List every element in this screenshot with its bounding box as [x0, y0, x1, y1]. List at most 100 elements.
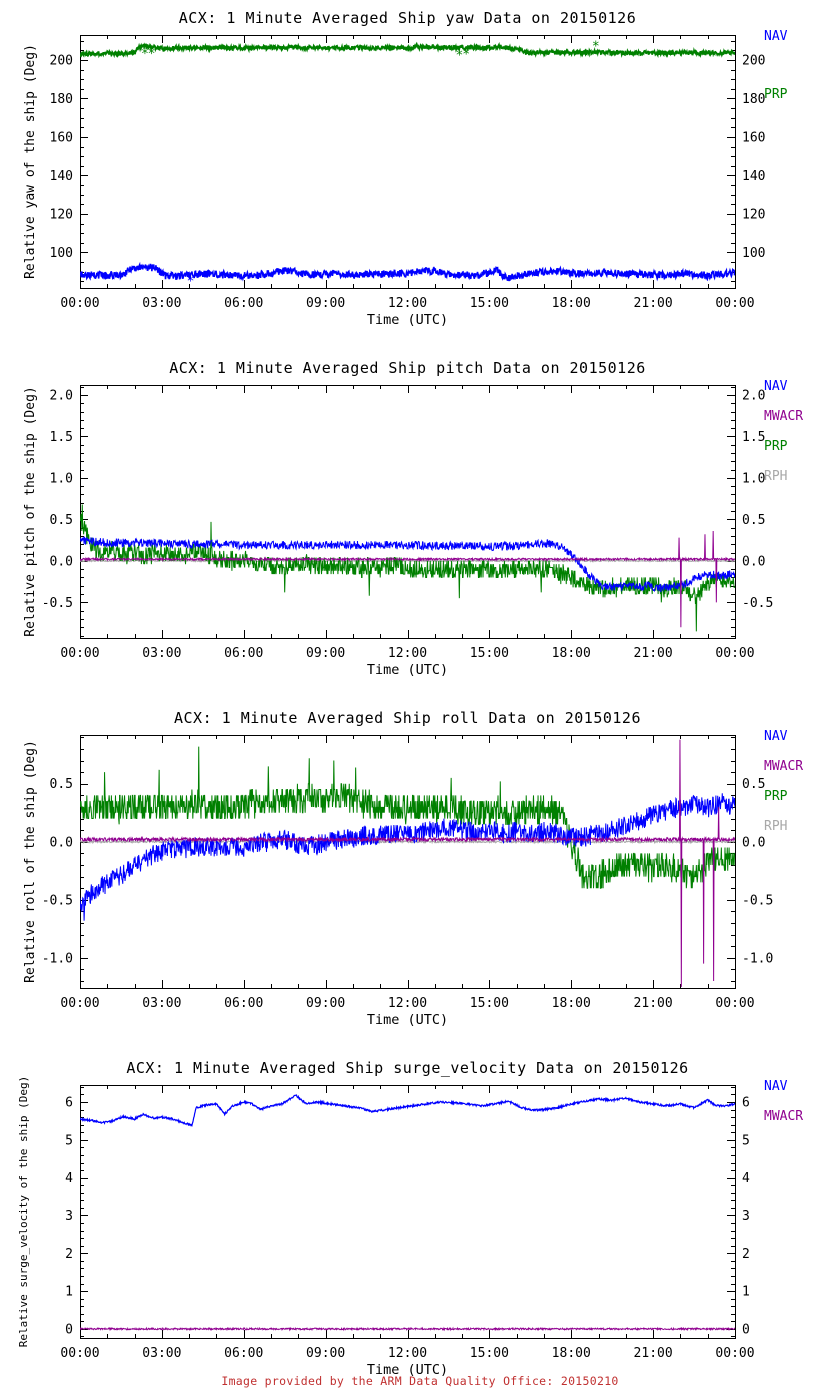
legend-mwacr: MWACR	[764, 759, 803, 774]
y-tick-label-left: 0.0	[50, 554, 73, 569]
series-group	[80, 1094, 735, 1332]
y-tick-label-left: 5	[65, 1133, 73, 1148]
x-tick-label: 00:00	[715, 996, 754, 1011]
series-line-nav	[80, 1094, 735, 1127]
y-tick-label-right: 1	[742, 1285, 750, 1300]
y-tick-label-left: 2.0	[50, 388, 73, 403]
x-tick-label: 21:00	[634, 646, 673, 661]
y-axis-label: Relative pitch of the ship (Deg)	[23, 386, 38, 636]
chart-svg: -1.0 -1.0 -0.5 -0.5 0.0 0.0 0.5 0.5 00:00 03:00 06…	[23, 709, 803, 1028]
x-tick-label: 18:00	[552, 646, 591, 661]
x-tick-label: 00:00	[715, 1346, 754, 1361]
y-tick-label-left: 0.0	[50, 835, 73, 850]
legend-rph: RPH	[764, 469, 787, 484]
y-tick-label-left: 0	[65, 1322, 73, 1337]
x-tick-label: 21:00	[634, 296, 673, 311]
x-axis-label: Time (UTC)	[367, 312, 448, 328]
x-tick-label: 03:00	[142, 646, 181, 661]
axes	[80, 735, 736, 989]
footer-credit-text: Image provided by the ARM Data Quality O…	[221, 1374, 619, 1388]
series-line-prp	[80, 504, 735, 632]
chart-title: ACX: 1 Minute Averaged Ship yaw Data on …	[179, 9, 636, 27]
series-line-mwacr	[80, 1326, 735, 1332]
series-line-prp	[80, 746, 735, 889]
x-tick-label: 03:00	[142, 996, 181, 1011]
chart-ship-yaw: 100 100 120 120 140 140 160 160 180 180 200 200 00:0…	[0, 0, 840, 350]
y-tick-label-right: 180	[742, 92, 765, 107]
series-marker-prp: *	[455, 48, 463, 63]
x-tick-label: 09:00	[306, 296, 345, 311]
series-line-nav	[80, 536, 735, 593]
series-marker-prp: *	[148, 47, 156, 62]
x-tick-label: 12:00	[388, 1346, 427, 1361]
y-tick-label-right: 140	[742, 169, 765, 184]
chart-title: ACX: 1 Minute Averaged Ship pitch Data o…	[169, 359, 646, 377]
y-tick-label-right: -0.5	[742, 893, 773, 908]
plot-frame	[80, 385, 736, 639]
y-tick-label-right: 0.5	[742, 513, 765, 528]
y-axis-label: Relative surge_velocity of the ship (Deg…	[17, 1076, 30, 1348]
y-tick-label-right: 0	[742, 1322, 750, 1337]
series-line-mwacr	[80, 530, 735, 628]
x-tick-label: 00:00	[60, 996, 99, 1011]
series-line-rph	[80, 558, 735, 563]
y-tick-label-left: 1	[65, 1285, 73, 1300]
x-tick-label: 21:00	[634, 996, 673, 1011]
y-tick-label-right: 2	[742, 1247, 750, 1262]
x-tick-label: 00:00	[715, 646, 754, 661]
y-tick-label-right: 5	[742, 1133, 750, 1148]
y-tick-label-left: -0.5	[42, 596, 73, 611]
y-tick-label-right: 0.5	[742, 777, 765, 792]
y-tick-label-right: 0.0	[742, 554, 765, 569]
x-tick-label: 15:00	[470, 646, 509, 661]
x-tick-label: 09:00	[306, 1346, 345, 1361]
series-marker-prp: *	[592, 40, 600, 55]
legend-nav: NAV	[764, 29, 788, 44]
x-tick-label: 09:00	[306, 646, 345, 661]
plot-frame	[80, 735, 736, 989]
chart-svg: -0.5 -0.5 0.0 0.0 0.5 0.5 1.0 1.0 1.5 1.5 2.0 2.0 00…	[23, 359, 803, 678]
series-marker-prp: *	[84, 50, 92, 65]
y-axis-label: Relative yaw of the ship (Deg)	[23, 44, 38, 279]
x-axis-label: Time (UTC)	[367, 1362, 448, 1378]
x-tick-label: 12:00	[388, 996, 427, 1011]
y-tick-label-right: 100	[742, 246, 765, 261]
x-tick-label: 03:00	[142, 296, 181, 311]
y-tick-label-left: 180	[50, 92, 73, 107]
series-marker-prp: *	[462, 47, 470, 62]
y-tick-label-left: 0.5	[50, 513, 73, 528]
x-tick-label: 06:00	[224, 646, 263, 661]
y-tick-label-left: 4	[65, 1171, 73, 1186]
x-tick-label: 12:00	[388, 296, 427, 311]
series-line-prp	[80, 41, 735, 59]
chart-ship-surge-velocity: 0 0 1 1 2 2 3 3 4 4 5 5 6 6 00:00 03:00 06:00 09:00 12:00 1…	[0, 1050, 840, 1400]
x-tick-label: 15:00	[470, 1346, 509, 1361]
legend-mwacr: MWACR	[764, 409, 803, 424]
series-marker-prp: *	[709, 49, 717, 64]
y-tick-label-right: 3	[742, 1209, 750, 1224]
y-tick-label-right: 120	[742, 207, 765, 222]
series-group: * ** ***** *	[80, 40, 735, 288]
x-tick-label: 00:00	[60, 1346, 99, 1361]
legend-mwacr: MWACR	[764, 1109, 803, 1124]
chart-title: ACX: 1 Minute Averaged Ship roll Data on…	[174, 709, 641, 727]
axes	[80, 35, 736, 289]
series-line-nav	[80, 261, 735, 282]
x-tick-label: 03:00	[142, 1346, 181, 1361]
axes	[80, 385, 736, 639]
legend-prp: PRP	[764, 87, 788, 102]
axes	[80, 1085, 736, 1339]
plot-frame	[80, 35, 736, 289]
x-tick-label: 18:00	[552, 296, 591, 311]
series-group	[80, 739, 735, 987]
x-axis-label: Time (UTC)	[367, 1012, 448, 1028]
y-axis-label: Relative roll of the ship (Deg)	[23, 740, 38, 983]
series-marker-prp: *	[141, 47, 149, 62]
x-tick-label: 06:00	[224, 996, 263, 1011]
legend-prp: PRP	[764, 439, 788, 454]
footer-credit: Image provided by the ARM Data Quality O…	[0, 1374, 840, 1388]
x-tick-label: 06:00	[224, 296, 263, 311]
y-tick-label-left: -1.0	[42, 951, 73, 966]
y-tick-label-left: 3	[65, 1209, 73, 1224]
